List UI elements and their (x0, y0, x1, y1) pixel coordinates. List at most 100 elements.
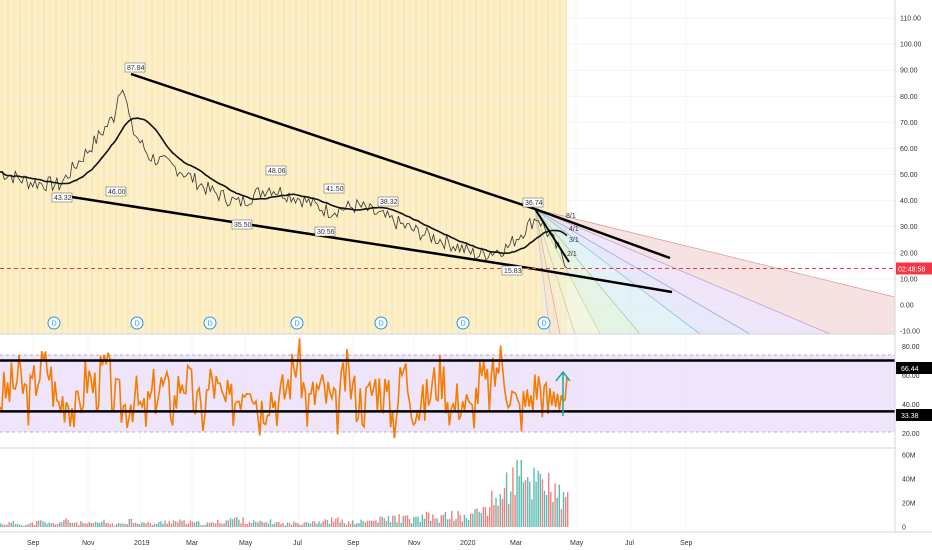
time-label: 2020 (460, 540, 476, 547)
volume-bar (335, 518, 337, 527)
volume-bar (248, 521, 251, 527)
volume-bar (459, 514, 461, 527)
rsi-axis[interactable]: 80.00 60.00 40.00 20.00 (902, 344, 920, 438)
volume-bar (94, 521, 97, 527)
dividend-icon[interactable] (537, 316, 551, 330)
dividend-label: D (135, 321, 140, 328)
volume-bar (518, 475, 520, 527)
volume-bar (562, 491, 565, 527)
price-tick: 40.00 (900, 198, 918, 205)
volume-bar (172, 520, 175, 527)
volume-bar (550, 491, 552, 527)
volume-bar (187, 523, 189, 527)
time-axis-background[interactable] (0, 532, 932, 550)
volume-tick: 60M (902, 453, 916, 460)
volume-bar (387, 516, 390, 527)
price-tag-box (231, 219, 253, 230)
volume-bar (394, 515, 396, 527)
volume-bar (432, 514, 434, 527)
dividend-icon[interactable] (456, 316, 470, 330)
price-tag: 36.74 (525, 200, 543, 207)
volume-bar (29, 523, 31, 527)
volume-bar (564, 497, 567, 527)
volume-bar (238, 519, 240, 527)
volume-bar (478, 511, 480, 527)
volume-bar (434, 518, 436, 527)
volume-bar (314, 521, 316, 527)
volume-bar (23, 525, 25, 527)
volume-bar (476, 508, 478, 527)
price-tick: 80.00 (900, 94, 918, 101)
volume-bar (282, 522, 284, 527)
time-label: Sep (680, 540, 693, 547)
price-tag-box (265, 165, 287, 176)
dividend-icon[interactable] (374, 316, 388, 330)
volume-bar (427, 512, 430, 527)
volume-bar (392, 515, 394, 527)
volume-bar (425, 511, 428, 527)
time-axis[interactable]: Sep Nov 2019 Mar May Jul Sep Nov 2020 Mar May Jul Se… (27, 540, 693, 547)
volume-bar (276, 522, 278, 527)
volume-bar (52, 522, 55, 527)
volume-bar (139, 524, 141, 527)
rsi-lower-badge (896, 409, 932, 421)
volume-bar (533, 467, 535, 527)
dividend-icon[interactable] (203, 316, 217, 330)
moving-average-line (0, 117, 568, 255)
volume-bar (130, 518, 133, 527)
volume-bar (408, 518, 411, 527)
volume-bar (193, 522, 196, 527)
price-axis[interactable]: 110.00 100.00 90.00 80.00 70.00 60.00 50.00 40.… (900, 16, 922, 336)
volume-tick: 20M (902, 501, 916, 508)
volume-bar (92, 523, 95, 527)
volume-bar (535, 481, 537, 527)
price-tick: 20.00 (900, 250, 918, 257)
dividend-icon[interactable] (290, 316, 304, 330)
volume-bar (73, 522, 76, 527)
dividend-icon[interactable] (130, 316, 144, 330)
upper-trendline[interactable] (130, 72, 536, 211)
dividend-icon[interactable] (47, 316, 61, 330)
volume-bar (524, 479, 527, 527)
volume-bar (231, 519, 234, 527)
time-label: Sep (347, 540, 360, 547)
volume-bar (212, 522, 215, 527)
volume-bar (436, 518, 438, 527)
volume-bar (381, 516, 383, 527)
volume-bar (362, 521, 364, 527)
fan-ray (534, 208, 701, 335)
volume-bar (545, 495, 548, 527)
volume-bar (512, 467, 514, 527)
fan-sector (535, 209, 895, 334)
volume-bar (229, 518, 232, 527)
fan-short-line[interactable] (534, 208, 570, 263)
price-tag-box (522, 197, 544, 208)
volume-bar (145, 523, 147, 527)
fan-upper-trendline[interactable] (534, 207, 671, 260)
volume-axis[interactable]: 60M 40M 20M 0 (902, 453, 916, 532)
volume-bar (149, 523, 152, 527)
volume-bar (379, 516, 381, 527)
gann-fan[interactable] (534, 208, 896, 335)
volume-bar (46, 523, 48, 527)
volume-bar (326, 520, 329, 527)
volume-bar (404, 515, 407, 527)
volume-bar (330, 517, 333, 527)
current-price-label: 02:48:58 (898, 266, 925, 273)
volume-bar (69, 522, 71, 527)
volume-bar (151, 524, 154, 527)
volume-bar (290, 524, 293, 527)
time-label: Jul (293, 540, 302, 547)
volume-bar (61, 522, 63, 527)
fan-lower-trendline[interactable] (534, 267, 673, 294)
volume-bar (482, 506, 485, 527)
volume-bar (244, 524, 246, 527)
price-tag: 87.84 (127, 65, 145, 72)
volume-bar (354, 524, 356, 527)
price-tick: 0.00 (900, 303, 914, 310)
lower-trendline[interactable] (58, 193, 536, 271)
volume-bar (183, 520, 185, 527)
rsi-tick: 40.00 (902, 402, 920, 409)
